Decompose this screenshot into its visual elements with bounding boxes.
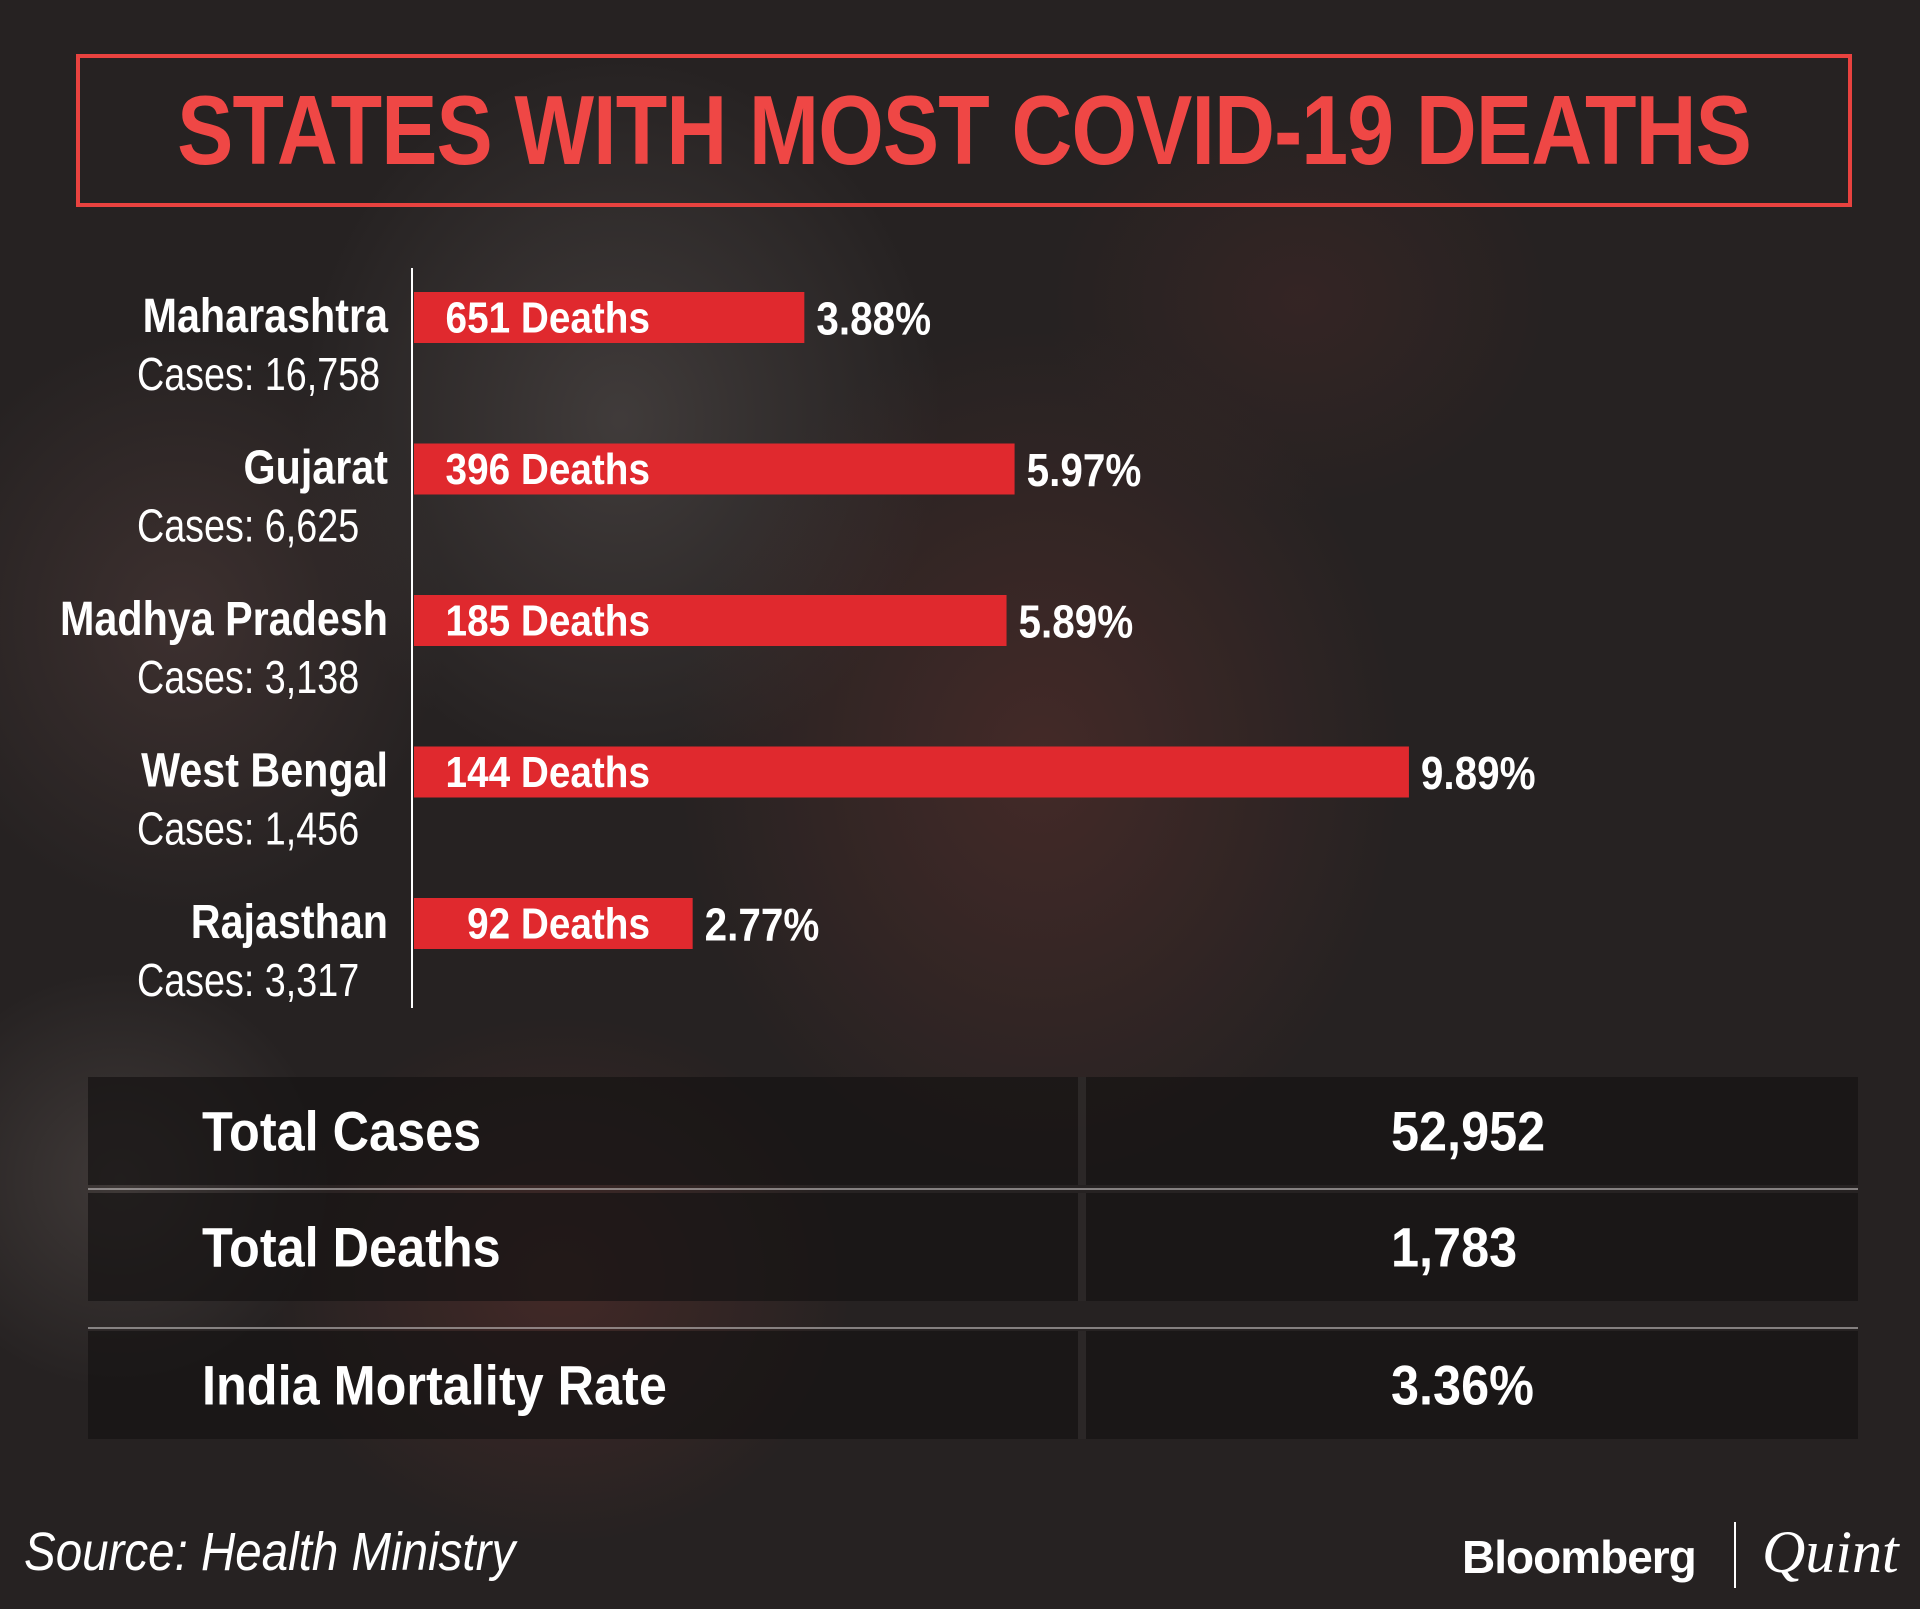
cell-divider (1078, 1077, 1086, 1185)
bar-deaths-label: 185 Deaths (446, 595, 650, 645)
row-separator (88, 1327, 1858, 1329)
logo-bloomberg-text: Bloomberg (1462, 1531, 1697, 1583)
bar-deaths-label: 92 Deaths (467, 898, 650, 948)
summary-value: 52,952 (1391, 1099, 1546, 1163)
bar (414, 443, 1015, 495)
summary-label: India Mortality Rate (202, 1353, 667, 1417)
row-separator (88, 1188, 1858, 1190)
bar-value-label: 3.88% (816, 294, 931, 345)
bar-deaths-label: 144 Deaths (446, 747, 650, 797)
category-label: Madhya Pradesh (60, 592, 388, 646)
summary-row-mortality-rate: India Mortality Rate 3.36% (88, 1331, 1858, 1439)
summary-value: 1,783 (1391, 1215, 1518, 1279)
logo-divider (1734, 1522, 1736, 1588)
bar (414, 292, 805, 343)
summary-row-total-cases: Total Cases 52,952 (88, 1077, 1858, 1185)
title-box: STATES WITH MOST COVID-19 DEATHS (76, 54, 1852, 207)
bar-deaths-label: 651 Deaths (446, 292, 650, 342)
category-label: Rajasthan (191, 895, 388, 949)
cell-divider (1078, 1193, 1086, 1301)
logo-quint-text: Quint (1762, 1519, 1899, 1585)
bar (414, 595, 1007, 646)
summary-table: Total Cases 52,952 Total Deaths 1,783 In… (88, 1077, 1858, 1442)
source-note: Source: Health Ministry (24, 1522, 516, 1582)
bar (414, 898, 693, 949)
summary-row-total-deaths: Total Deaths 1,783 (88, 1193, 1858, 1301)
cases-label: Cases: 3,138 (137, 651, 359, 702)
cases-label: Cases: 1,456 (137, 803, 359, 854)
bar-value-label: 5.89% (1019, 597, 1134, 648)
page-title: STATES WITH MOST COVID-19 DEATHS (177, 75, 1752, 185)
cell-divider (1078, 1331, 1086, 1439)
category-label: Maharashtra (143, 289, 389, 343)
bar-deaths-label: 396 Deaths (446, 444, 650, 494)
category-label: West Bengal (141, 744, 388, 798)
bar (414, 746, 1409, 798)
summary-label: Total Cases (202, 1099, 482, 1163)
bar-value-label: 5.97% (1027, 446, 1142, 497)
cases-label: Cases: 16,758 (137, 348, 380, 399)
cases-label: Cases: 3,317 (137, 954, 359, 1005)
summary-label: Total Deaths (202, 1215, 501, 1279)
bar-value-label: 9.89% (1421, 749, 1536, 800)
summary-value: 3.36% (1391, 1353, 1534, 1417)
bar-value-label: 2.77% (705, 900, 820, 951)
cases-label: Cases: 6,625 (137, 500, 359, 551)
category-label: Gujarat (244, 441, 389, 495)
bloombergquint-logo: Bloomberg Quint (1462, 1518, 1912, 1592)
